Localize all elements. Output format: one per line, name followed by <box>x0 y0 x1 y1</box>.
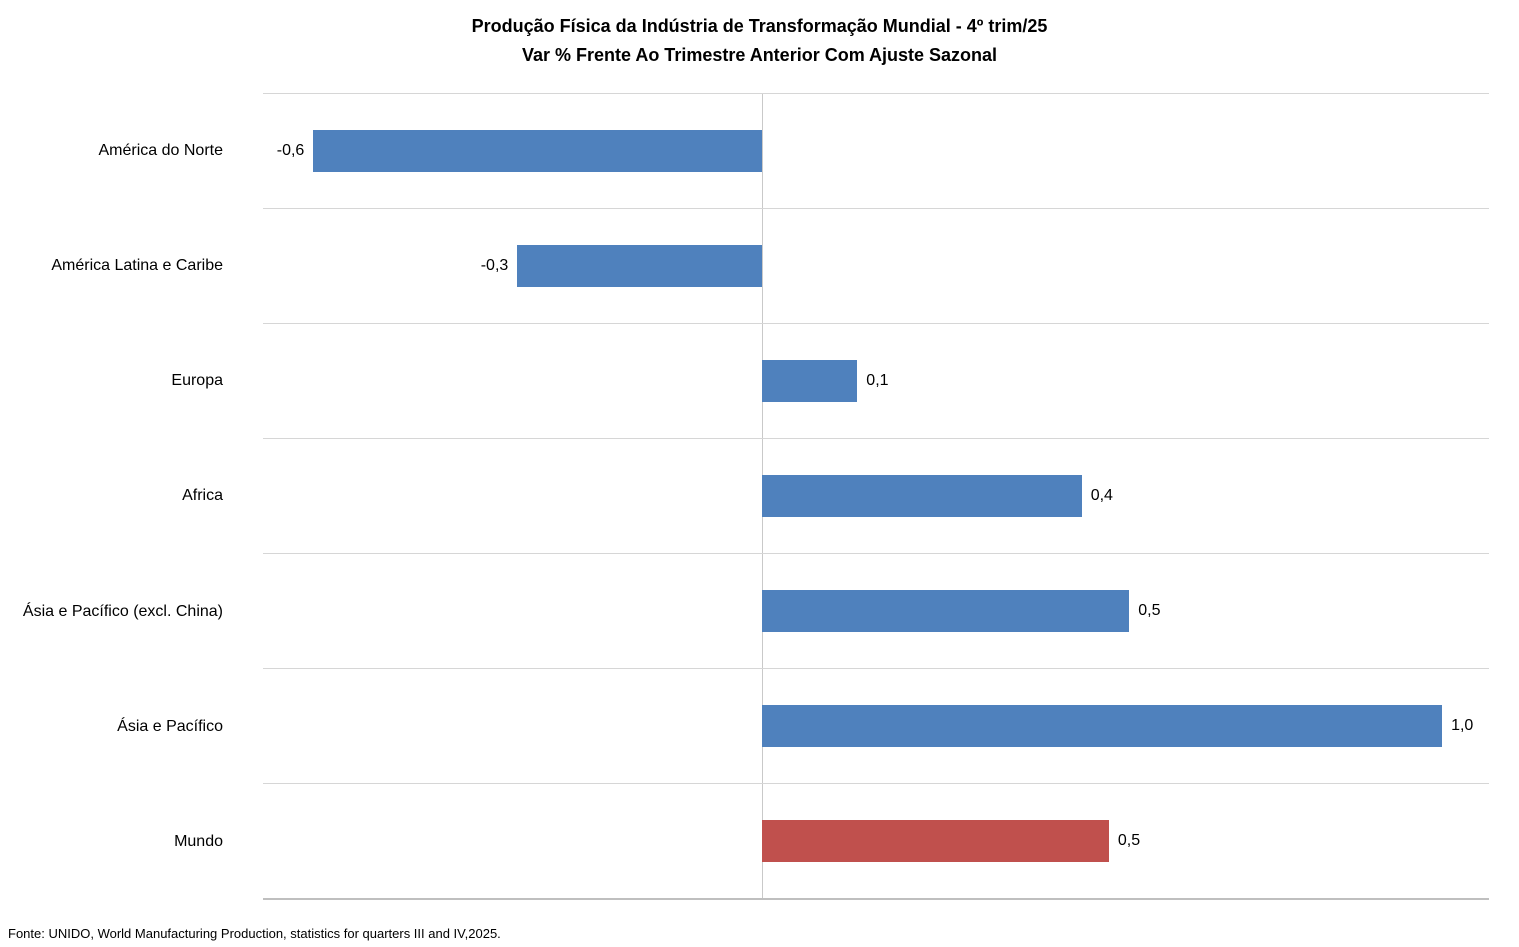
value-label: -0,6 <box>276 142 305 159</box>
value-label: -0,3 <box>480 257 509 274</box>
bar <box>762 590 1130 632</box>
chart-row: 1,0 <box>263 669 1489 784</box>
category-label: Africa <box>182 487 223 505</box>
category-label: Europa <box>171 372 223 390</box>
category-label: América Latina e Caribe <box>51 256 223 274</box>
chart-title-line1: Produção Física da Indústria de Transfor… <box>471 16 1048 36</box>
chart-row: 0,5 <box>263 784 1489 898</box>
bar <box>517 245 763 287</box>
value-label: 0,4 <box>1090 487 1113 504</box>
bar <box>762 360 858 402</box>
bar <box>313 130 763 172</box>
plot-area: -0,6 -0,3 0,1 0,4 0,5 1,0 0,5 <box>263 93 1489 900</box>
chart-row: 0,4 <box>263 439 1489 554</box>
bar <box>762 820 1109 862</box>
bar <box>762 475 1082 517</box>
value-label: 0,5 <box>1117 832 1141 849</box>
category-label: América do Norte <box>98 141 224 159</box>
chart-title-line2: Var % Frente Ao Trimestre Anterior Com A… <box>521 45 998 65</box>
category-label: Ásia e Pacífico (excl. China) <box>22 602 223 620</box>
chart-title: Produção Física da Indústria de Transfor… <box>0 12 1519 70</box>
bar <box>762 705 1443 747</box>
source-note: Fonte: UNIDO, World Manufacturing Produc… <box>8 926 501 941</box>
category-axis-labels: América do Norte América Latina e Caribe E… <box>0 93 243 900</box>
chart-row: 0,1 <box>263 324 1489 439</box>
chart-row: -0,3 <box>263 209 1489 324</box>
chart-row: -0,6 <box>263 94 1489 209</box>
value-label: 1,0 <box>1451 717 1474 734</box>
value-label: 0,5 <box>1138 602 1161 619</box>
chart-row: 0,5 <box>263 554 1489 669</box>
value-label: 0,1 <box>866 372 889 389</box>
category-label: Ásia e Pacífico <box>117 718 223 736</box>
category-label: Mundo <box>174 833 223 851</box>
